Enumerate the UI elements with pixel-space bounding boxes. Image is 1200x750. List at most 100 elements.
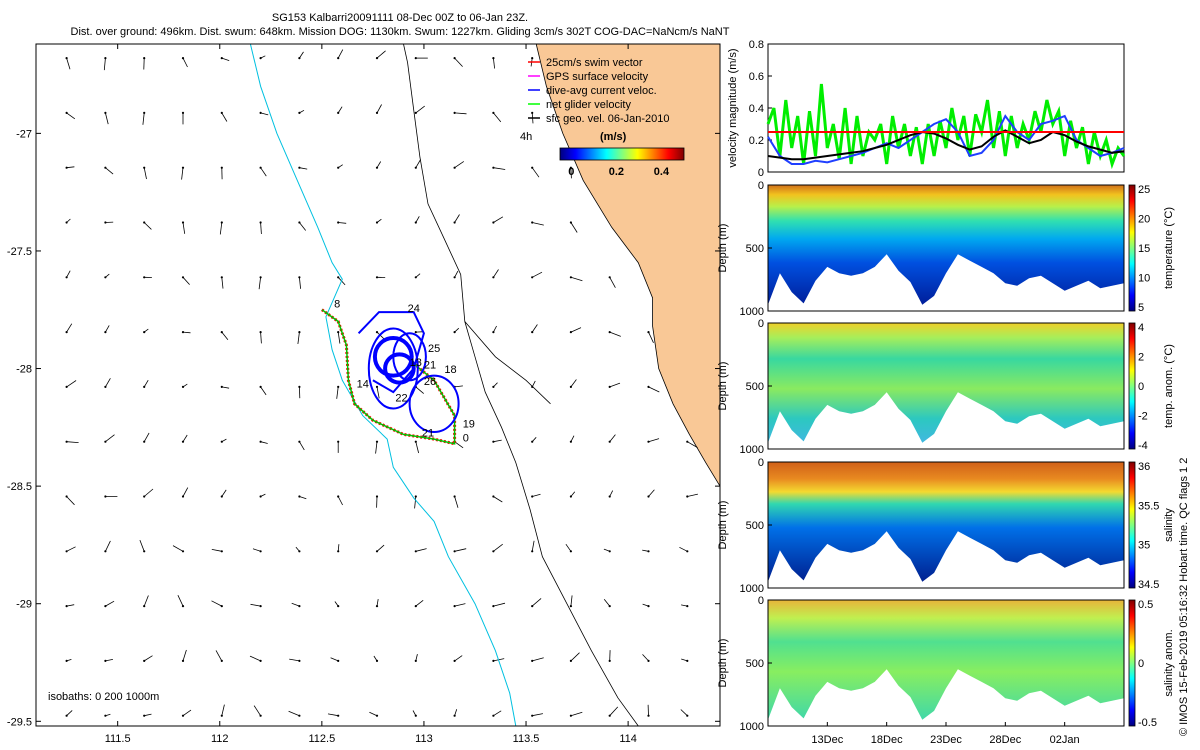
geo-arrow-74 [259, 331, 262, 344]
geo-arrow-10 [453, 57, 463, 67]
section-2-cbar-tick-0: 36 [1138, 461, 1150, 473]
geo-arrow-102 [104, 434, 115, 443]
geo-arrow-26 [65, 166, 75, 169]
geo-arrow-117 [686, 440, 698, 448]
velocity-series-0 [766, 83, 1126, 170]
section-3-cbar-tick-1: 0 [1138, 658, 1144, 670]
geo-arrow-72 [181, 331, 191, 334]
geo-arrow-112 [492, 439, 502, 443]
glider-track [321, 308, 460, 446]
geo-arrow-57 [181, 276, 190, 285]
section-3-colorbar [1128, 599, 1136, 727]
geo-arrow-107 [298, 440, 305, 451]
geo-arrow-114 [569, 435, 575, 443]
legend-note: 4h [520, 131, 532, 143]
section-1-ytick-2: 1000 [740, 444, 764, 456]
section-1-ylabel: Depth (m) [717, 362, 729, 411]
geo-arrow-123 [259, 493, 266, 498]
geo-arrow-127 [414, 495, 417, 509]
section-0-ytick-2: 1000 [740, 306, 764, 318]
map-ytick-label-3: -28.5 [7, 481, 32, 493]
geo-arrow-75 [297, 331, 301, 345]
geo-arrow-49 [414, 216, 420, 224]
map-ytick-label-4: -29 [16, 599, 32, 611]
geo-arrow-137 [139, 539, 146, 553]
geo-arrow-45 [259, 221, 262, 235]
section-2-ytick-0: 0 [758, 457, 764, 469]
section-1-cbar-tick-4: -4 [1138, 440, 1148, 452]
geo-arrow-46 [298, 221, 307, 231]
geo-arrow-179 [453, 655, 463, 663]
geo-arrow-77 [375, 331, 385, 340]
colorbar-title: (m/s) [600, 131, 627, 143]
geo-arrow-17 [220, 111, 228, 122]
geo-arrow-7 [337, 49, 344, 60]
geo-arrow-132 [608, 490, 614, 498]
geo-arrow-21 [375, 104, 382, 114]
geo-arrow-62 [375, 276, 386, 279]
section-field-2 [768, 462, 1124, 582]
section-0-cbar-tick-0: 25 [1138, 184, 1150, 196]
section-x-ticks: 13Dec 18Dec 23Dec 28Dec 02Jan [811, 722, 1080, 746]
velocity-series-2 [767, 129, 1125, 161]
geo-arrow-163 [492, 602, 506, 608]
geo-arrow-14 [104, 111, 109, 125]
section-0-cbar-label: temperature (°C) [1163, 207, 1175, 289]
geo-arrow-200 [608, 706, 619, 717]
geo-arrow-53 [569, 221, 578, 233]
isobath-label: isobaths: 0 200 1000m [48, 691, 159, 703]
section-0-cbar-tick-2: 15 [1138, 243, 1150, 255]
geo-arrow-202 [680, 709, 689, 717]
geo-arrow-35 [414, 159, 421, 169]
geo-arrow-58 [220, 276, 224, 289]
section-0-ytick-0: 0 [758, 180, 764, 192]
section-2-cbar-label: salinity [1163, 508, 1175, 542]
geo-arrow-144 [414, 548, 427, 553]
geo-arrow-67 [569, 276, 583, 282]
geo-arrow-196 [453, 709, 458, 717]
geo-arrow-190 [220, 704, 225, 717]
geo-arrow-27 [104, 166, 114, 175]
track-label-10: 21 [422, 428, 434, 440]
geo-arrow-22 [414, 105, 425, 114]
geo-arrow-40 [65, 218, 71, 224]
geo-arrow-2 [143, 57, 146, 70]
geo-arrow-1 [103, 57, 107, 71]
geo-arrow-105 [220, 438, 227, 443]
geo-arrow-116 [647, 438, 660, 443]
track-label-2: 25 [428, 343, 440, 355]
track-label-4: 21 [424, 360, 436, 372]
section-2-ylabel: Depth (m) [717, 501, 729, 550]
geo-arrow-140 [252, 548, 262, 553]
geo-arrow-162 [453, 603, 466, 608]
section-panel-1: 0 500 1000 Depth (m) 4 2 0 -2 -4 temp. anom. (°C) [717, 318, 1175, 456]
section-0-cbar-tick-4: 5 [1138, 302, 1144, 314]
chart-title-line1: SG153 Kalbarri20091111 08-Dec 00Z to 06-… [271, 12, 529, 24]
section-2-cbar-tick-2: 35 [1138, 540, 1150, 552]
geo-arrow-65 [492, 269, 499, 279]
colorbar-tick-0: 0 [568, 166, 574, 178]
geo-arrow-149 [603, 548, 611, 553]
geo-arrow-136 [104, 540, 111, 553]
geostrophic-velocity-arrows [65, 49, 698, 717]
legend-item-3: net glider velocity [546, 99, 631, 111]
geo-arrow-182 [569, 652, 580, 663]
geo-arrow-146 [492, 543, 503, 553]
geo-arrow-63 [414, 273, 421, 279]
track-label-1: 24 [408, 303, 420, 315]
geo-arrow-19 [298, 109, 305, 114]
geo-arrow-115 [608, 434, 616, 443]
geo-arrow-64 [453, 270, 459, 279]
geo-arrow-42 [143, 221, 152, 230]
map-xtick-label-3: 113 [415, 733, 433, 745]
geo-arrow-173 [215, 650, 223, 663]
geo-arrow-98 [569, 379, 577, 388]
velocity-ytick-1: 0.2 [749, 135, 764, 147]
geo-arrow-118 [65, 495, 75, 506]
geo-arrow-185 [681, 658, 689, 663]
geo-arrow-151 [679, 546, 689, 553]
geo-arrow-47 [337, 221, 347, 224]
geo-arrow-191 [253, 705, 262, 717]
section-field-3 [768, 600, 1124, 720]
